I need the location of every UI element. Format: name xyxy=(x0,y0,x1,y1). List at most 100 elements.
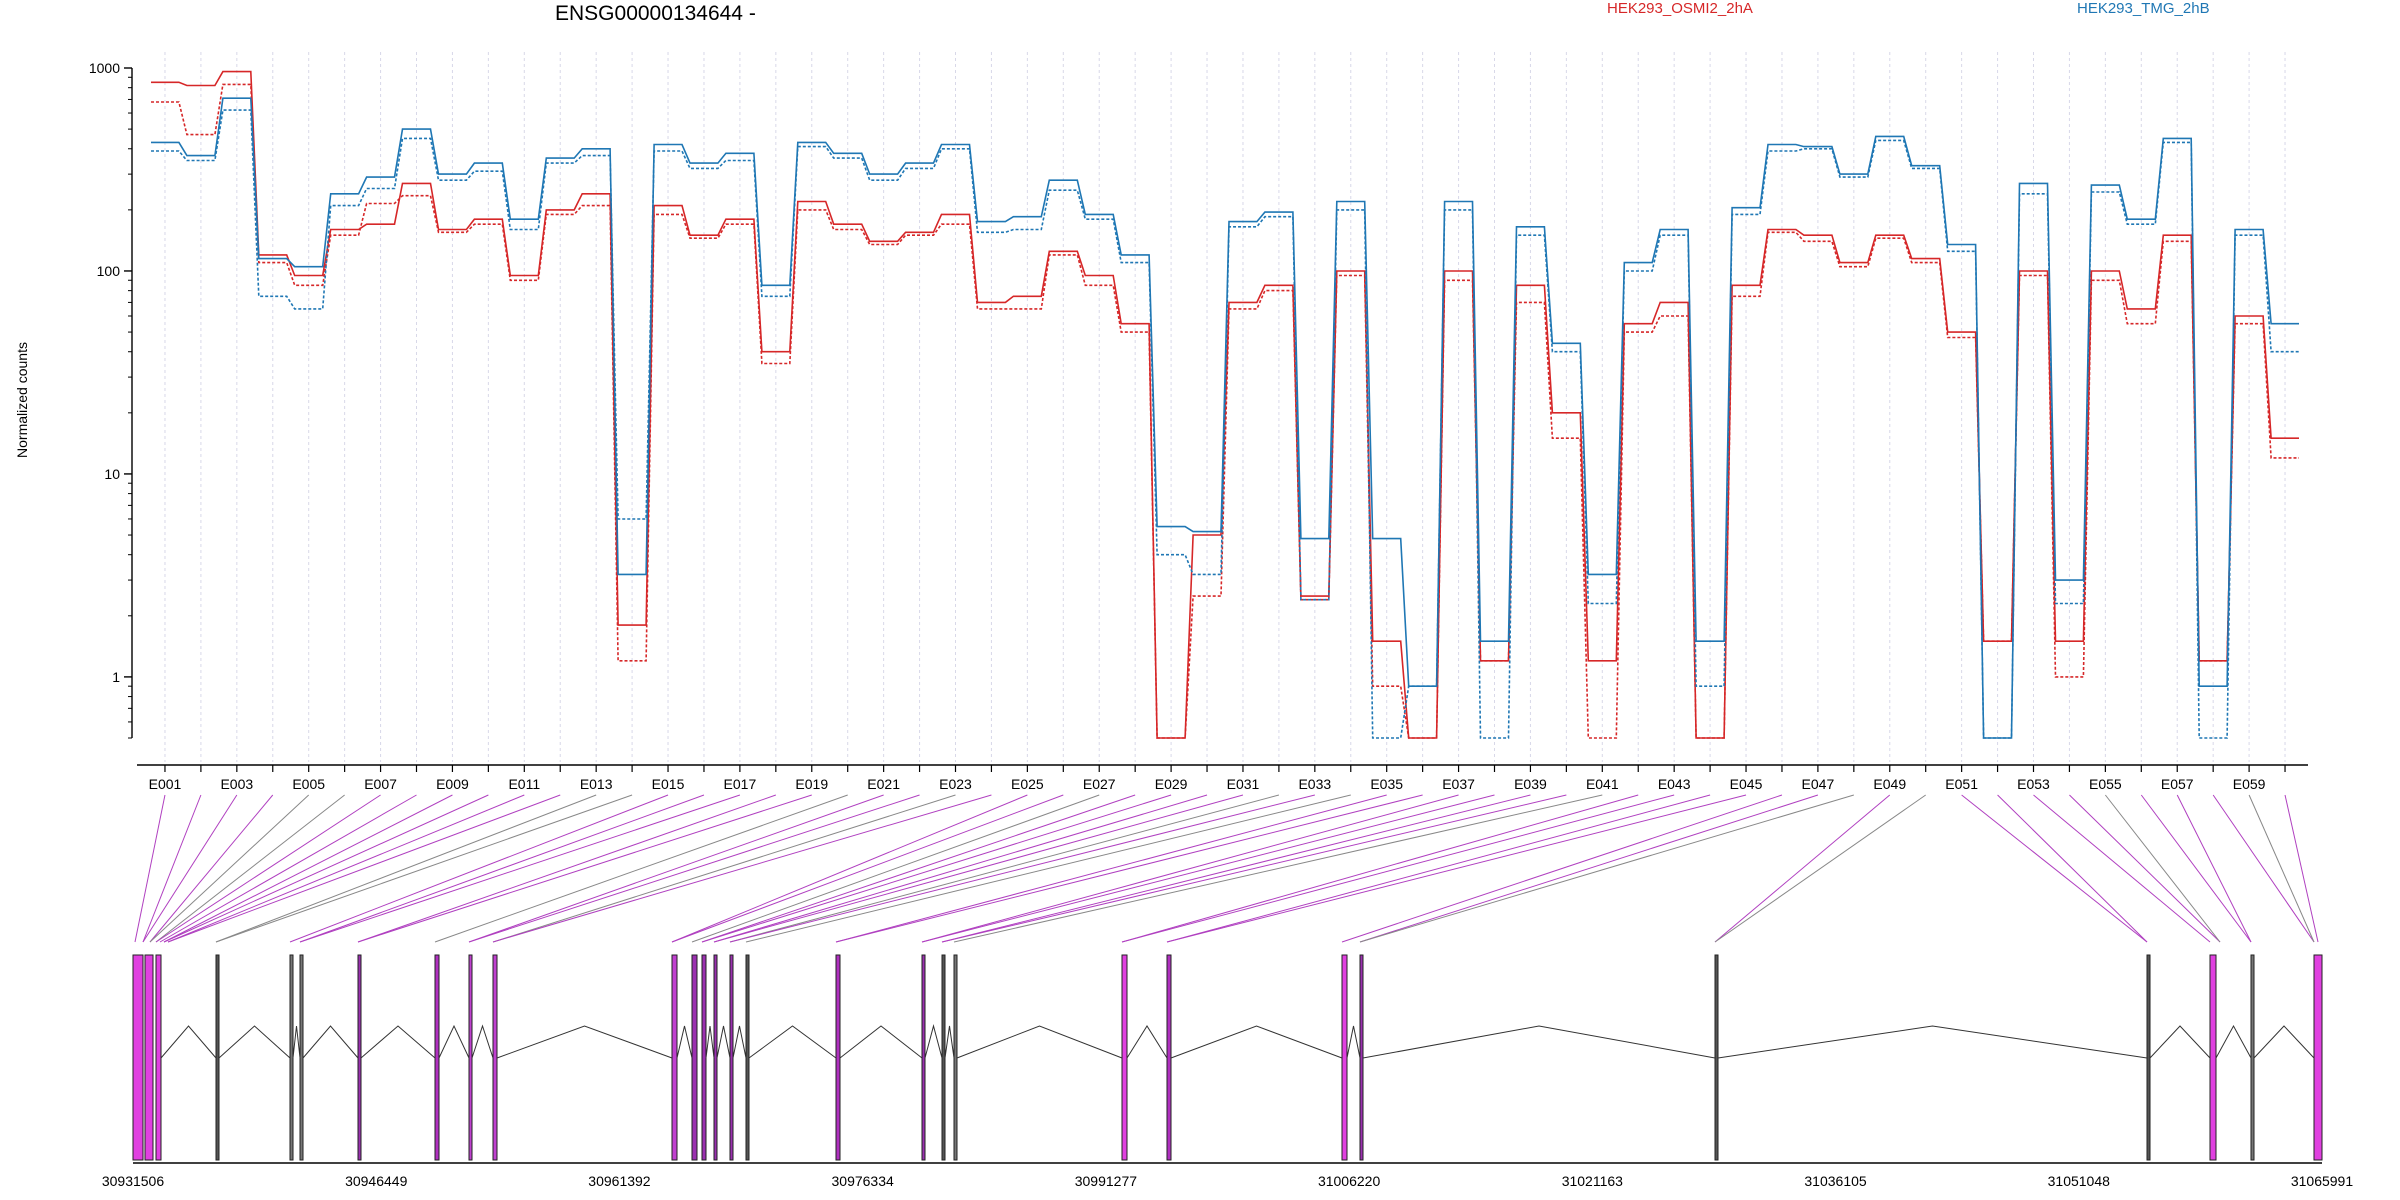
exon-connector xyxy=(701,794,1172,943)
exon-connector xyxy=(1166,794,1747,943)
exon-block xyxy=(2250,954,2255,1161)
exon-block xyxy=(144,954,154,1161)
exon-block xyxy=(2313,954,2323,1161)
x-tick-label: E055 xyxy=(2089,776,2122,792)
exon-connector xyxy=(745,794,1351,943)
exon-connector xyxy=(1121,794,1639,943)
genomic-axis: 30931506 30946449 30961392 30976334 30991277… xyxy=(102,1162,2354,1189)
exon-block xyxy=(2209,954,2217,1161)
x-tick-label: E051 xyxy=(1945,776,1978,792)
genomic-tick-label: 30946449 xyxy=(345,1173,408,1189)
exon-connector xyxy=(1961,794,2148,943)
exon-connector xyxy=(299,794,741,943)
exon-connector xyxy=(1359,794,1854,943)
exon-connector xyxy=(492,794,992,943)
intron-line xyxy=(2149,1025,2211,1059)
x-tick-label: E009 xyxy=(436,776,469,792)
exon-block xyxy=(132,954,144,1161)
exon-block xyxy=(299,954,304,1161)
genomic-tick-label: 30976334 xyxy=(832,1173,895,1189)
genomic-tick-label: 30991277 xyxy=(1075,1173,1138,1189)
x-tick-label: E033 xyxy=(1298,776,1331,792)
exon-connector xyxy=(835,794,1423,943)
exon-block xyxy=(691,954,698,1161)
exon-connector xyxy=(729,794,1315,943)
x-tick-label: E019 xyxy=(795,776,828,792)
legend-label-osmi2: HEK293_OSMI2_2hA xyxy=(1607,0,1753,17)
exon-connector xyxy=(1121,794,1675,943)
intron-line xyxy=(360,1025,436,1059)
exon-connector xyxy=(142,794,238,943)
intron-line xyxy=(1346,1025,1361,1059)
exon-block xyxy=(155,954,162,1161)
x-tick-label: E027 xyxy=(1083,776,1116,792)
exon-connector xyxy=(2033,794,2211,943)
exon-block xyxy=(357,954,362,1161)
exon-connector xyxy=(1166,794,1711,943)
exon-connector xyxy=(1714,794,1891,943)
y-tick-label: 1000 xyxy=(89,60,120,76)
exon-connector xyxy=(941,794,1567,943)
genomic-tick-label: 31065991 xyxy=(2291,1173,2354,1189)
exon-connector xyxy=(921,794,1495,943)
genomic-tick-label: 31021163 xyxy=(1562,1173,1623,1189)
exon-connector xyxy=(468,794,920,943)
exon-connector xyxy=(2248,794,2315,943)
exon-connector xyxy=(492,794,956,943)
exon-block xyxy=(745,954,750,1161)
intron-line xyxy=(1126,1025,1168,1059)
x-tick-label: E021 xyxy=(867,776,900,792)
exon-connector xyxy=(671,794,1028,943)
gene-model xyxy=(132,954,2323,1161)
exon-connector xyxy=(163,794,453,943)
x-tick-label: E041 xyxy=(1586,776,1619,792)
x-tick-label: E011 xyxy=(508,776,540,792)
x-tick-label: E023 xyxy=(939,776,972,792)
series-line xyxy=(151,83,2299,739)
exon-connector xyxy=(155,794,345,943)
intron-line xyxy=(839,1025,923,1059)
intron-line xyxy=(944,1025,955,1059)
exon-connector xyxy=(167,794,561,943)
intron-line xyxy=(956,1025,1123,1059)
x-tick-label: E025 xyxy=(1011,776,1044,792)
x-tick-label: E043 xyxy=(1658,776,1691,792)
exon-connector xyxy=(159,794,417,943)
exon-block xyxy=(215,954,220,1161)
exon-connector xyxy=(434,794,848,943)
intron-line xyxy=(1362,1025,1716,1059)
exon-connector xyxy=(134,794,166,943)
intron-line xyxy=(676,1025,693,1059)
exon-block xyxy=(1166,954,1172,1161)
exon-connector xyxy=(149,794,274,943)
exon-connector xyxy=(671,794,1064,943)
exon-block xyxy=(835,954,841,1161)
grid-lines xyxy=(164,52,2286,762)
legend-label-tmg: HEK293_TMG_2hB xyxy=(2077,0,2210,17)
exon-connector xyxy=(701,794,1136,943)
x-tick-label: E035 xyxy=(1370,776,1403,792)
x-tick-label: E057 xyxy=(2161,776,2194,792)
exon-block xyxy=(2146,954,2151,1161)
exon-connector xyxy=(215,794,633,943)
exon-connector xyxy=(2140,794,2252,943)
x-tick-label: E049 xyxy=(1873,776,1906,792)
x-tick-label: E007 xyxy=(364,776,397,792)
intron-line xyxy=(292,1025,301,1059)
intron-line xyxy=(2253,1025,2315,1059)
series-lines xyxy=(151,70,2299,739)
exon-connector xyxy=(2212,794,2315,943)
exon-connector xyxy=(149,794,310,943)
genomic-tick-label: 31036105 xyxy=(1804,1173,1867,1189)
x-axis: E001 E003 E005 E007 E009 E011 E013 E015 E017 E019… xyxy=(137,764,2308,792)
exon-block xyxy=(289,954,294,1161)
genomic-tick-label: 31006220 xyxy=(1318,1173,1381,1189)
exon-connector xyxy=(1359,794,1819,943)
exon-connector xyxy=(299,794,705,943)
y-axis: 1000 100 10 1 xyxy=(89,60,133,739)
x-tick-label: E045 xyxy=(1730,776,1763,792)
exon-connector xyxy=(215,794,597,943)
x-tick-label: E013 xyxy=(580,776,613,792)
exon-connectors xyxy=(134,794,2319,943)
